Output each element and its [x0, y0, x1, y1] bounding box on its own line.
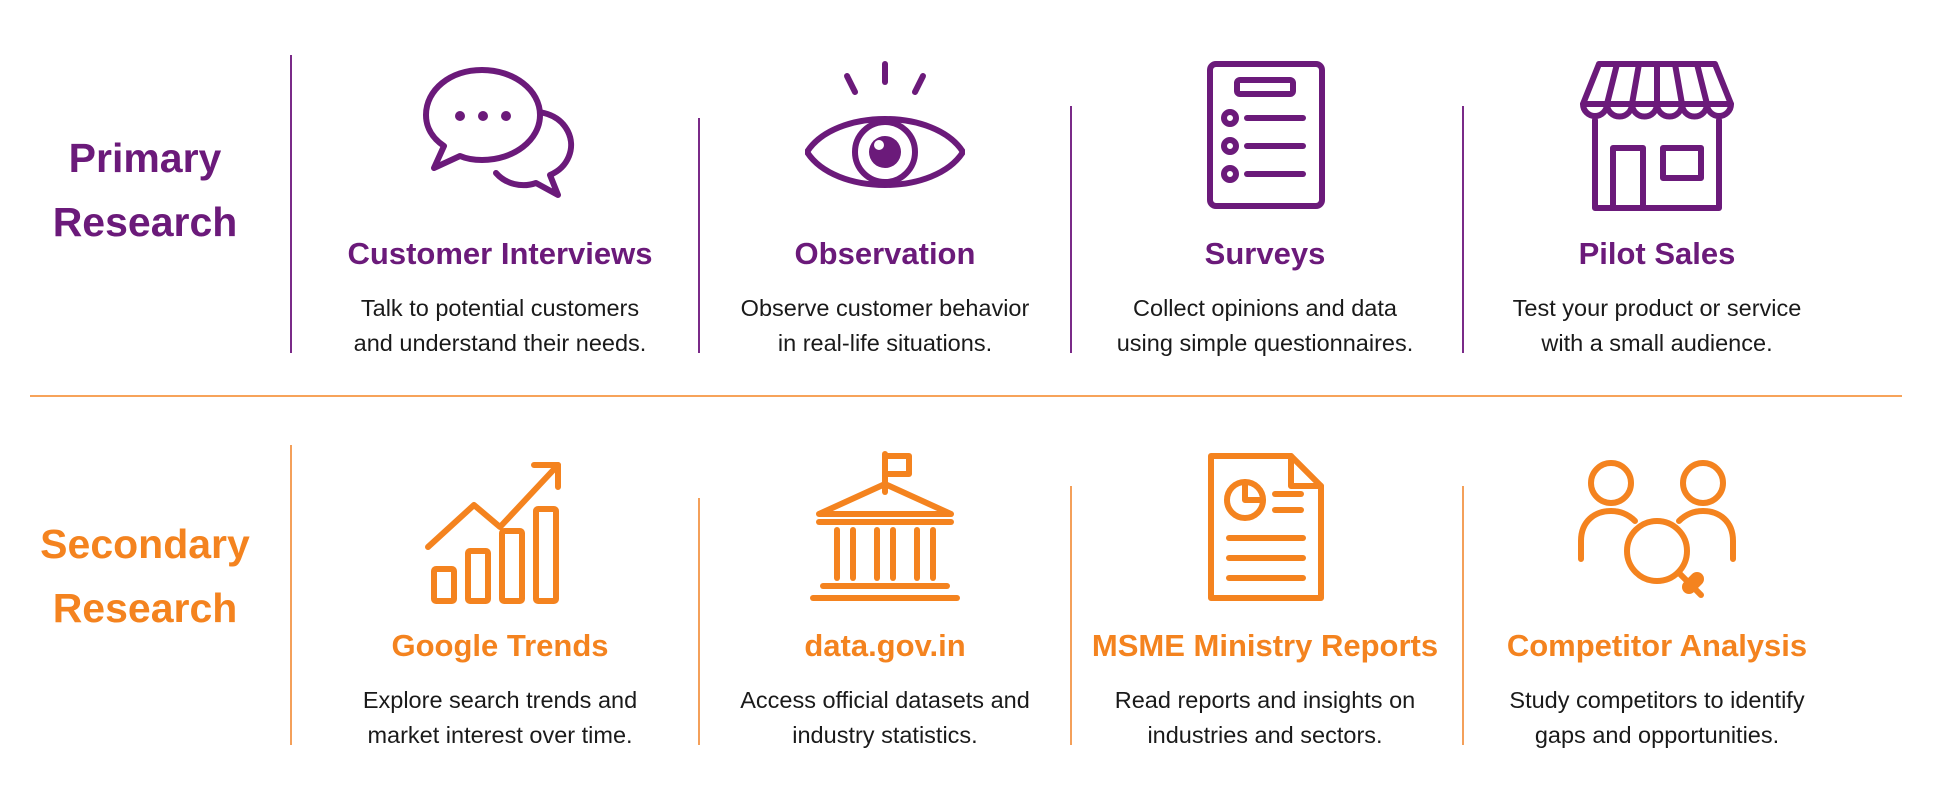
card-desc-line1: Observe customer behavior — [740, 295, 1030, 321]
card-desc-line2: using simple questionnaires. — [1116, 330, 1414, 356]
primary-divider — [698, 118, 700, 353]
card-desc-line2: industries and sectors. — [1147, 722, 1383, 748]
trend-chart-icon — [420, 455, 580, 615]
secondary-divider — [1070, 486, 1072, 745]
card-title: Pilot Sales — [1578, 236, 1736, 271]
card-description: Collect opinions and data using simple q… — [1080, 291, 1450, 361]
section-separator — [30, 395, 1902, 397]
card-desc-line1: Test your product or service — [1512, 295, 1802, 321]
card-desc-line1: Read reports and insights on — [1114, 687, 1416, 713]
card-title: Observation — [794, 236, 976, 271]
card-desc-line1: Collect opinions and data — [1133, 295, 1397, 321]
card-description: Read reports and insights on industries … — [1080, 683, 1450, 753]
card-description: Explore search trends and market interes… — [315, 683, 685, 753]
card-desc-line2: and understand their needs. — [353, 330, 647, 356]
card-desc-line2: gaps and opportunities. — [1534, 722, 1780, 748]
card-title: Competitor Analysis — [1506, 628, 1808, 663]
card-desc-line2: market interest over time. — [367, 722, 633, 748]
primary-research-label: Primary Research — [20, 126, 270, 254]
card-title: Google Trends — [391, 628, 609, 663]
card-desc-line1: Access official datasets and — [740, 687, 1030, 713]
card-description: Test your product or service with a smal… — [1472, 291, 1842, 361]
secondary-research-label: Secondary Research — [20, 512, 270, 640]
card-description: Observe customer behavior in real-life s… — [700, 291, 1070, 361]
card-title: Surveys — [1204, 236, 1326, 271]
card-desc-line2: with a small audience. — [1541, 330, 1773, 356]
clipboard-list-icon — [1185, 60, 1345, 220]
primary-divider — [1462, 106, 1464, 353]
primary-label-line1: Primary — [68, 135, 222, 181]
storefront-icon — [1577, 60, 1737, 220]
secondary-label-line1: Secondary — [40, 521, 250, 567]
card-desc-line1: Explore search trends and — [362, 687, 638, 713]
card-title: MSME Ministry Reports — [1091, 628, 1439, 663]
primary-divider — [1070, 106, 1072, 353]
secondary-divider — [698, 498, 700, 745]
card-title: Customer Interviews — [347, 236, 653, 271]
chat-bubbles-icon — [420, 60, 580, 220]
secondary-label-line2: Research — [52, 585, 238, 631]
card-description: Talk to potential customers and understa… — [315, 291, 685, 361]
eye-icon — [805, 60, 965, 220]
report-document-icon — [1185, 452, 1345, 612]
card-desc-line2: industry statistics. — [792, 722, 978, 748]
primary-label-line2: Research — [52, 199, 238, 245]
card-desc-line1: Study competitors to identify — [1509, 687, 1805, 713]
secondary-divider — [290, 445, 292, 745]
secondary-divider — [1462, 486, 1464, 745]
competitor-search-icon — [1577, 455, 1737, 615]
card-title: data.gov.in — [804, 628, 966, 663]
primary-divider — [290, 55, 292, 353]
card-description: Study competitors to identify gaps and o… — [1472, 683, 1842, 753]
government-building-icon — [805, 450, 965, 610]
card-description: Access official datasets and industry st… — [700, 683, 1070, 753]
card-desc-line2: in real-life situations. — [777, 330, 993, 356]
card-desc-line1: Talk to potential customers — [360, 295, 640, 321]
